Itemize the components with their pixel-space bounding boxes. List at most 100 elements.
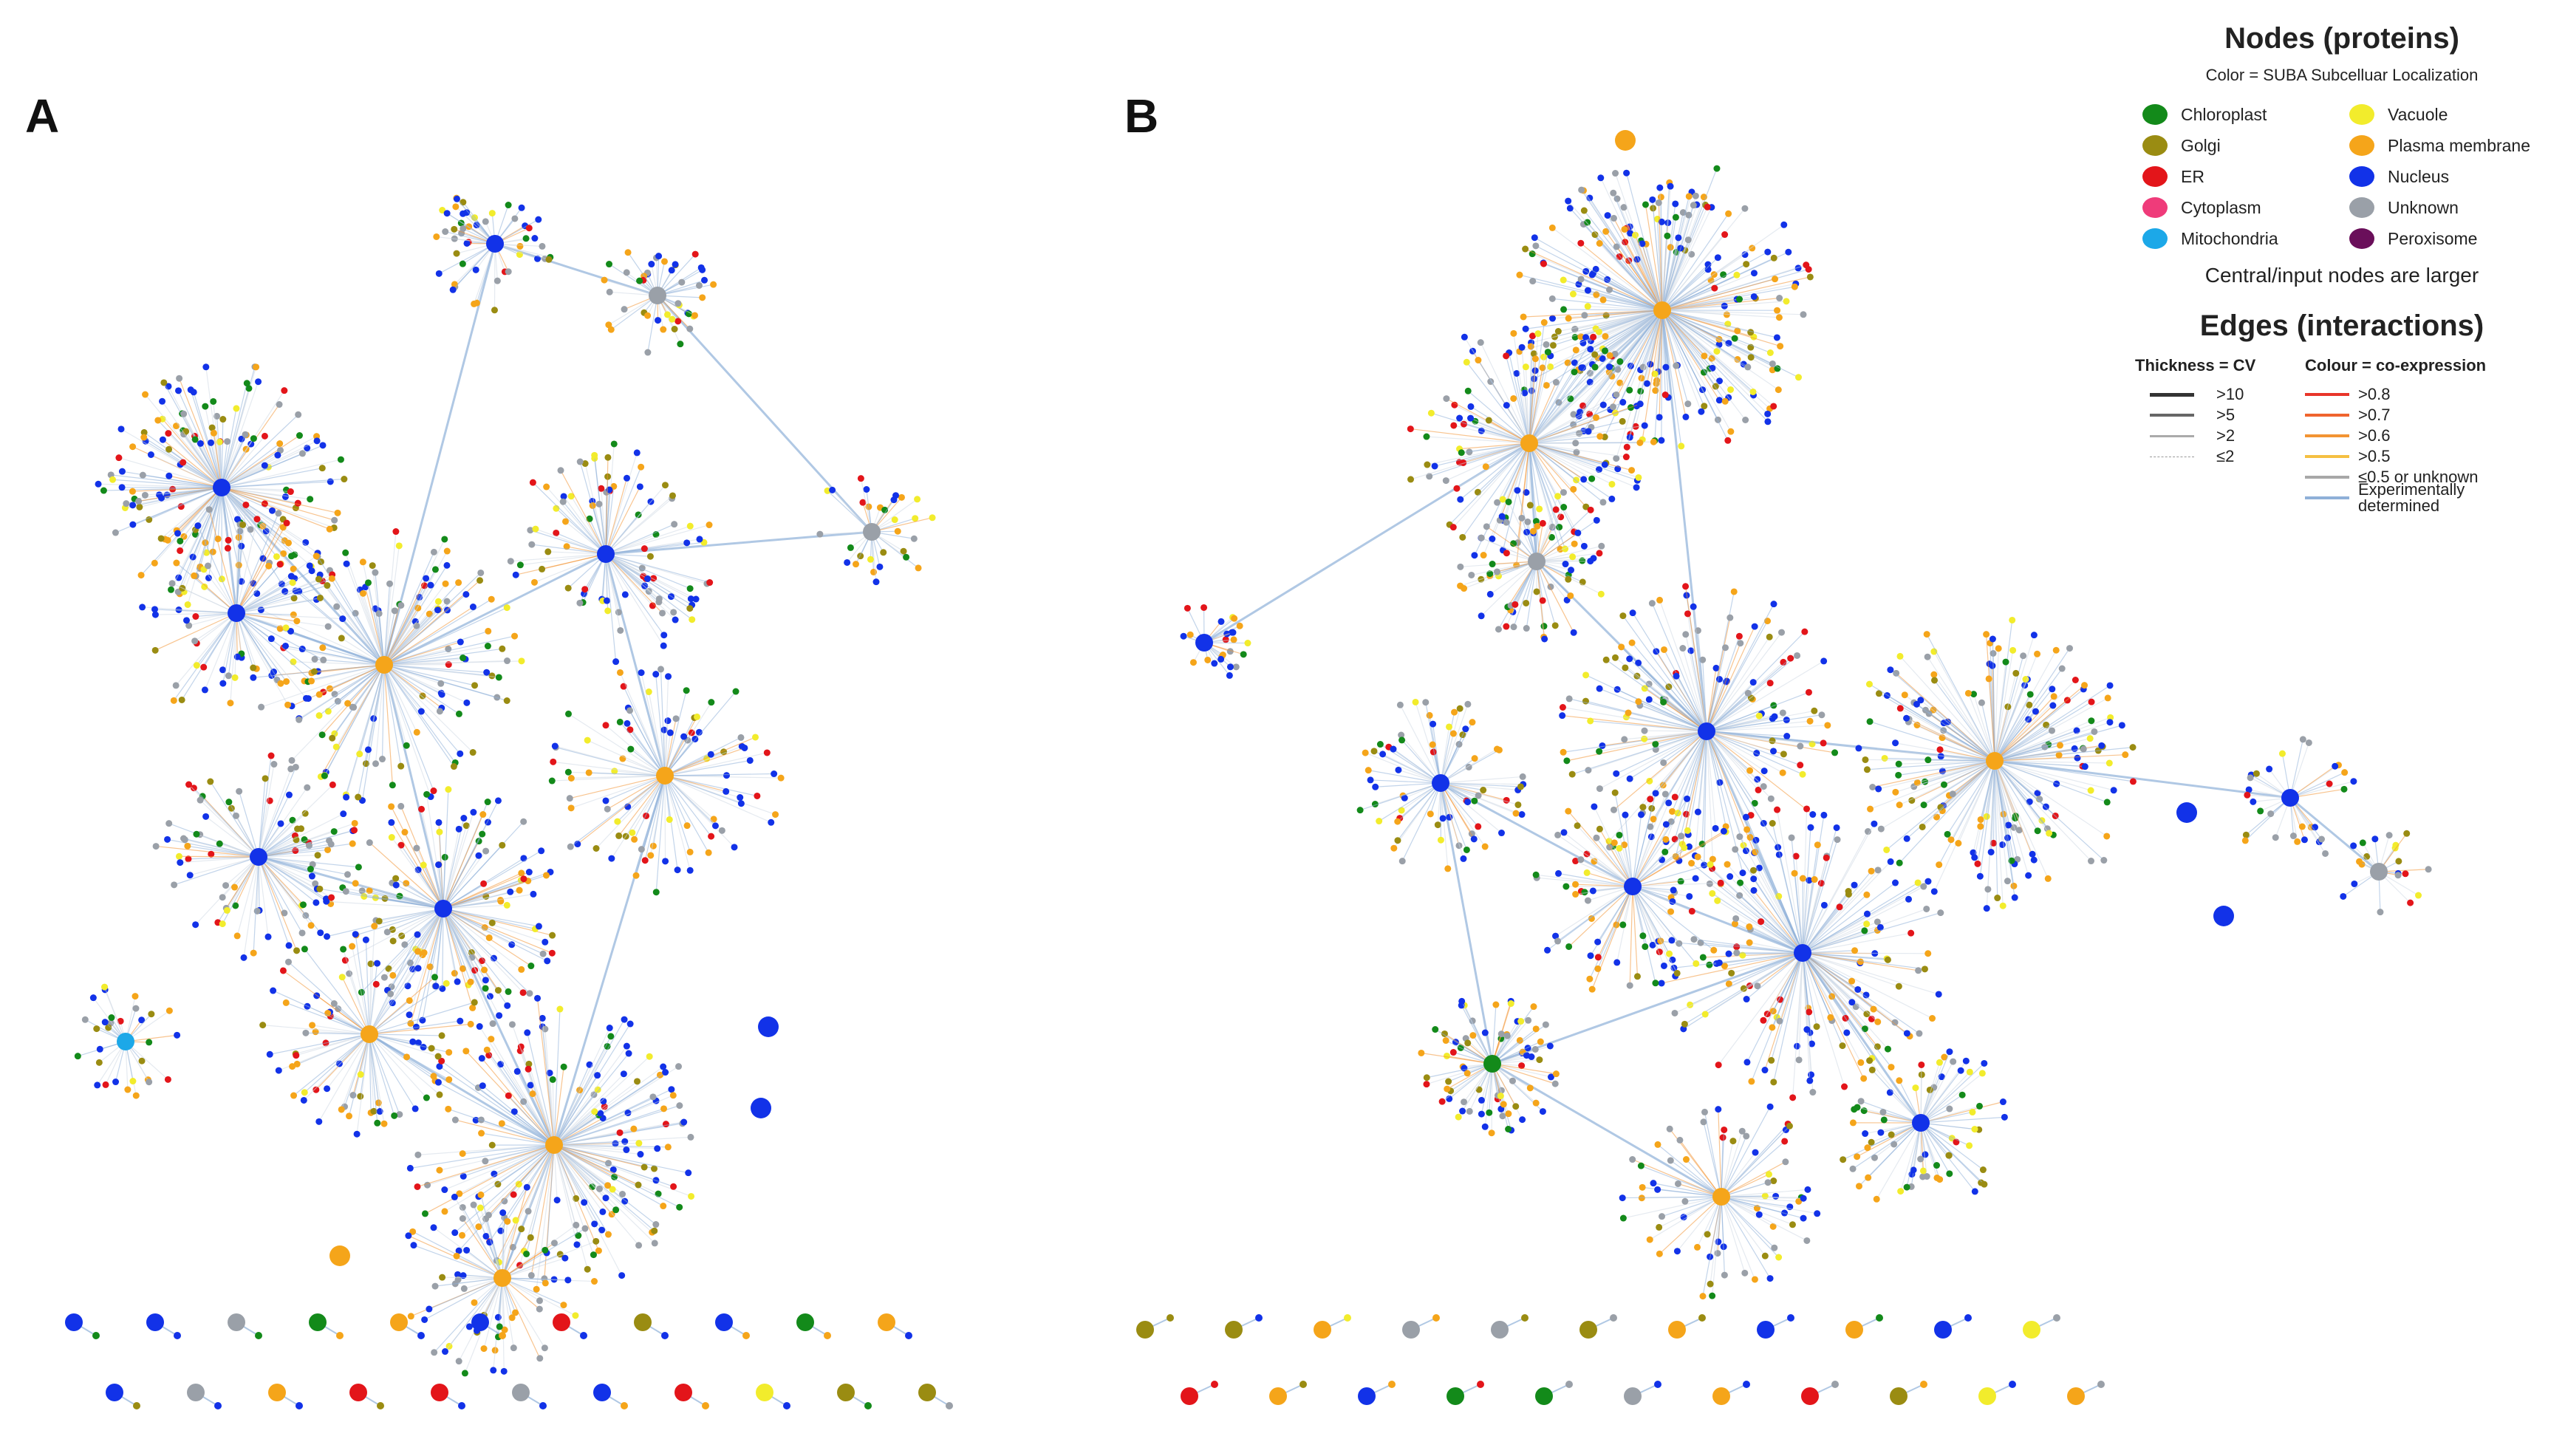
network-edge	[1994, 673, 2017, 762]
network-node	[1649, 196, 1656, 203]
network-node	[1742, 813, 1749, 821]
network-node	[352, 931, 359, 938]
network-edge	[605, 553, 663, 614]
network-edge	[1773, 952, 1803, 1082]
network-node	[652, 889, 660, 896]
network-node	[1726, 614, 1734, 621]
network-edge	[1529, 360, 1621, 444]
network-edge	[383, 664, 454, 767]
network-edge	[1572, 731, 1707, 775]
network-node	[81, 1016, 89, 1023]
network-node	[293, 618, 301, 625]
network-node	[1559, 704, 1566, 711]
network-edge	[236, 612, 281, 684]
network-node	[451, 1116, 459, 1124]
network-edge	[1890, 669, 1995, 762]
network-edge	[1674, 731, 1707, 840]
network-node	[1843, 1029, 1851, 1036]
network-node	[1671, 793, 1678, 801]
network-edge	[1529, 372, 1575, 444]
network-edge	[516, 1071, 555, 1146]
network-node	[1871, 820, 1878, 827]
network-node	[142, 391, 149, 398]
network-edge	[1427, 1063, 1493, 1079]
network-edge	[1973, 694, 1995, 762]
network-node	[518, 1226, 525, 1233]
network-node	[1769, 819, 1776, 827]
network-edge	[1706, 632, 1783, 732]
network-node	[1820, 739, 1827, 747]
network-node	[524, 1029, 531, 1036]
network-edge	[502, 1277, 541, 1359]
network-node	[324, 1085, 331, 1093]
network-node	[520, 875, 527, 883]
network-edge	[1706, 731, 1779, 848]
network-node	[518, 657, 525, 665]
network-edge	[1687, 731, 1707, 835]
network-node	[1667, 244, 1674, 251]
network-edge	[1602, 310, 1663, 359]
network-node	[1750, 270, 1758, 277]
network-node	[1994, 895, 2001, 902]
network-node	[661, 1332, 669, 1339]
network-node	[1797, 742, 1804, 750]
network-node	[532, 525, 539, 533]
network-edge	[1632, 886, 1639, 977]
network-edge	[605, 553, 693, 621]
network-node	[488, 595, 495, 603]
network-node	[455, 1358, 462, 1365]
network-node	[1717, 879, 1724, 886]
network-edge	[1994, 722, 2111, 762]
network-node	[138, 1016, 146, 1024]
network-node	[1565, 197, 1572, 205]
network-edge	[369, 1033, 427, 1098]
network-edge	[1994, 696, 2055, 762]
network-edge	[1599, 243, 1663, 311]
network-edge	[304, 949, 370, 1035]
network-node	[1483, 523, 1490, 530]
network-edge	[1577, 825, 1633, 887]
network-node	[242, 501, 250, 508]
network-node	[1635, 659, 1642, 666]
network-node	[148, 1011, 155, 1018]
network-edge	[1536, 545, 1602, 562]
network-node	[515, 1180, 522, 1188]
network-edge	[1802, 952, 1928, 954]
network-edge	[1661, 310, 1735, 339]
network-edge	[1557, 886, 1633, 942]
network-node	[324, 846, 332, 853]
network-edge	[553, 1144, 579, 1236]
network-node	[1522, 325, 1529, 332]
network-node	[392, 875, 400, 882]
network-node	[1186, 631, 1194, 638]
network-edge	[342, 886, 444, 909]
network-edge	[258, 768, 292, 858]
network-edge	[1994, 662, 2006, 762]
network-edge	[553, 1144, 614, 1171]
network-node	[1660, 698, 1667, 705]
network-edge	[167, 838, 259, 858]
network-edge	[1802, 952, 1888, 1050]
network-node	[485, 1051, 493, 1059]
network-node	[435, 270, 443, 277]
network-node	[2322, 850, 2329, 857]
network-edge	[383, 565, 448, 666]
network-node	[527, 527, 534, 534]
network-edge	[553, 1073, 624, 1146]
network-node	[929, 514, 936, 522]
network-node	[1503, 623, 1510, 630]
network-node	[224, 544, 231, 552]
network-edge	[1661, 287, 1715, 311]
network-node	[389, 782, 396, 789]
network-edge	[1629, 658, 1707, 732]
network-edge	[1706, 731, 1774, 752]
network-node	[379, 756, 386, 763]
network-node	[626, 726, 634, 734]
network-node	[2030, 632, 2038, 639]
network-node	[1780, 221, 1788, 228]
network-edge	[1584, 310, 1663, 316]
network-node	[1211, 660, 1218, 667]
network-node	[754, 792, 761, 799]
network-node	[1673, 362, 1680, 369]
network-edge	[1632, 814, 1642, 887]
